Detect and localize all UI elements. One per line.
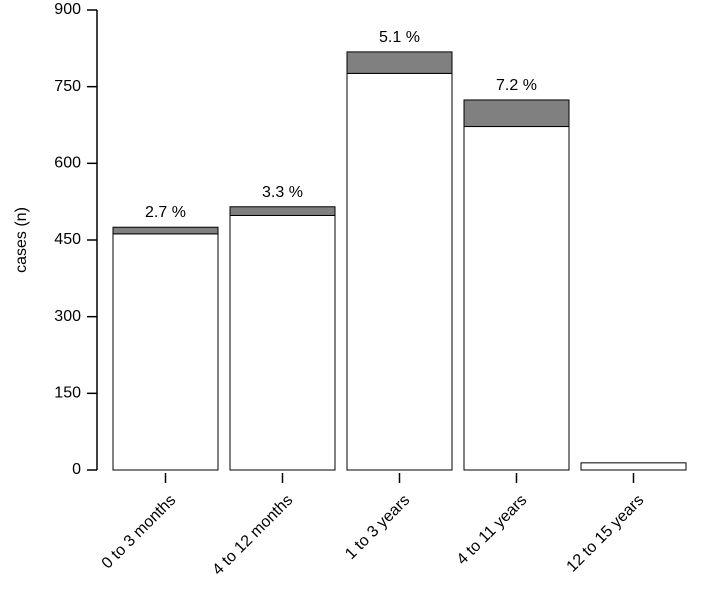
y-tick-label: 300 <box>54 308 81 325</box>
y-tick-label: 150 <box>54 385 81 402</box>
x-tick-label: 4 to 12 months <box>209 492 296 579</box>
value-label: 5.1 % <box>379 29 420 46</box>
x-tick-label: 0 to 3 months <box>99 492 180 573</box>
value-label: 3.3 % <box>262 184 303 201</box>
x-tick-label: 12 to 15 years <box>564 492 648 576</box>
x-tick-label: 1 to 3 years <box>342 492 413 563</box>
bar-segment <box>463 99 570 128</box>
y-tick-label: 600 <box>54 155 81 172</box>
bar-segment <box>229 206 336 216</box>
bar-segment <box>112 226 219 235</box>
x-tick-label: 4 to 11 years <box>454 492 531 569</box>
bar-segment <box>346 72 453 471</box>
bar-segment <box>112 233 219 471</box>
bar-segment <box>346 51 453 74</box>
value-label: 2.7 % <box>145 204 186 221</box>
y-tick-label: 750 <box>54 78 81 95</box>
bar-segment <box>463 126 570 471</box>
y-tick-label: 0 <box>72 461 81 478</box>
y-axis-label: cases (n) <box>13 207 30 273</box>
bar-segment <box>229 214 336 471</box>
bar-segment <box>580 462 687 471</box>
value-label: 7.2 % <box>496 77 537 94</box>
y-tick-label: 450 <box>54 231 81 248</box>
y-tick-label: 900 <box>54 1 81 18</box>
